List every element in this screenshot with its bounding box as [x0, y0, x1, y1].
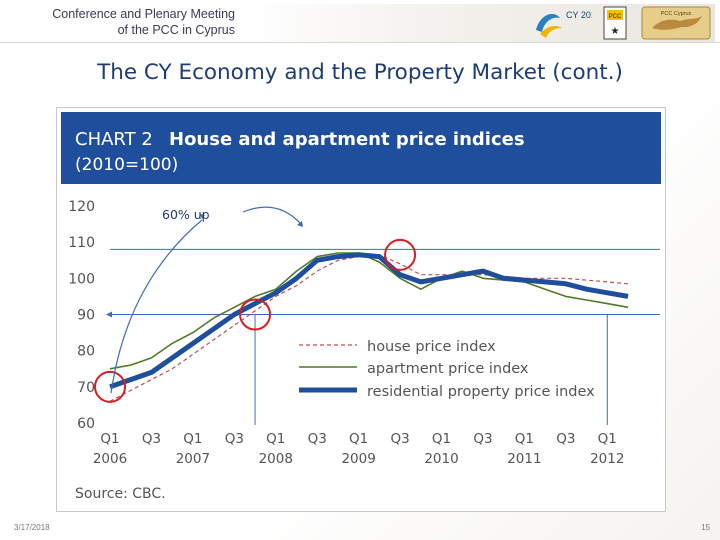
- chart-frame: CHART 2 House and apartment price indice…: [56, 107, 666, 512]
- chart-header-background: [61, 112, 661, 184]
- y-tick-label: 60: [77, 416, 95, 432]
- x-tick-label: Q3: [142, 431, 161, 447]
- series-residential-property-price-index: [109, 252, 629, 390]
- y-tick-label: 80: [77, 344, 95, 360]
- annotation-arrow-peak: [242, 206, 302, 225]
- pcc-logo-band: [607, 10, 623, 20]
- chart-legend: house price index apartment price index …: [299, 339, 595, 400]
- slide-date: 3/17/2018: [14, 523, 50, 532]
- header-band: [242, 4, 715, 42]
- y-tick-label: 70: [77, 380, 95, 396]
- x-tick-label: Q3: [390, 431, 409, 447]
- cy2012-eu-logo: CY 2012 EU: [536, 10, 592, 38]
- page-title: The CY Economy and the Property Market (…: [97, 60, 623, 85]
- logo-swoosh-blue: [536, 14, 560, 32]
- price-index-chart: CHART 2 House and apartment price indice…: [61, 112, 661, 502]
- reference-arrowhead: [106, 311, 112, 318]
- x-year-label: 2008: [259, 451, 293, 467]
- x-tick-label: Q1: [183, 431, 202, 447]
- star-icon: ★: [611, 26, 620, 37]
- logo-swoosh-yellow: [540, 26, 562, 38]
- x-axis-ticks: Q1 Q3 Q1 Q3 Q1 Q3 Q1 Q3 Q1 Q3 Q1 Q3 Q1 2006 2007 2008 20…: [93, 431, 625, 467]
- x-year-label: 2012: [590, 451, 624, 467]
- series-lines: [109, 252, 629, 402]
- x-tick-label: Q1: [515, 431, 534, 447]
- y-tick-label: 90: [77, 308, 95, 324]
- x-tick-label: Q3: [556, 431, 575, 447]
- chart-subtitle: (2010=100): [75, 155, 178, 175]
- annotation-arrow-up: [110, 219, 203, 394]
- highlight-circles: [94, 238, 417, 403]
- logo3-text: PCC Cyprus: [661, 11, 692, 17]
- logo1-text: CY 2012 EU: [566, 10, 592, 20]
- legend-house-label: house price index: [367, 339, 496, 355]
- annotation-arrowhead-up: [200, 214, 205, 219]
- legend-residential-label: residential property price index: [367, 384, 595, 400]
- y-tick-label: 100: [68, 271, 95, 287]
- x-year-label: 2010: [424, 451, 458, 467]
- y-axis-ticks: 60 70 80 90 100 110 120: [68, 199, 95, 432]
- x-year-label: 2009: [341, 451, 375, 467]
- highlight-circle: [384, 238, 417, 271]
- cyprus-map-icon: [652, 16, 702, 30]
- conference-line-1: Conference and Plenary Meeting: [52, 7, 235, 21]
- x-year-label: 2006: [93, 451, 127, 467]
- x-year-label: 2007: [176, 451, 210, 467]
- highlight-circle: [94, 370, 126, 403]
- pcc-cyprus-logo: PCC Cyprus: [641, 6, 711, 40]
- chart-source: Source: CBC.: [75, 486, 166, 502]
- x-tick-label: Q1: [432, 431, 451, 447]
- x-tick-label: Q3: [473, 431, 492, 447]
- x-tick-label: Q1: [266, 431, 285, 447]
- chart-title: House and apartment price indices: [169, 129, 525, 150]
- y-tick-label: 120: [68, 199, 95, 215]
- x-tick-label: Q3: [308, 431, 327, 447]
- conference-header: Conference and Plenary Meeting of the PC…: [52, 6, 235, 38]
- header-divider: [0, 42, 720, 43]
- x-tick-label: Q1: [349, 431, 368, 447]
- pcc-logo: PCC ★: [603, 6, 627, 40]
- x-tick-label: Q3: [225, 431, 244, 447]
- annotation-arrowhead-peak: [297, 221, 303, 227]
- legend-apartment-label: apartment price index: [367, 361, 529, 377]
- logo2-text: PCC: [609, 14, 622, 20]
- annotation-60-up: 60% up: [162, 207, 210, 222]
- conference-line-2: of the PCC in Cyprus: [117, 23, 235, 37]
- x-year-label: 2011: [507, 451, 541, 467]
- highlight-circle: [239, 298, 272, 331]
- reference-lines: [106, 248, 660, 425]
- y-tick-label: 110: [68, 235, 95, 251]
- slide-page-number: 15: [701, 523, 710, 532]
- x-tick-label: Q1: [598, 431, 617, 447]
- series-house-price-index: [109, 254, 629, 402]
- x-tick-label: Q1: [100, 431, 119, 447]
- chart-label: CHART 2: [75, 129, 153, 150]
